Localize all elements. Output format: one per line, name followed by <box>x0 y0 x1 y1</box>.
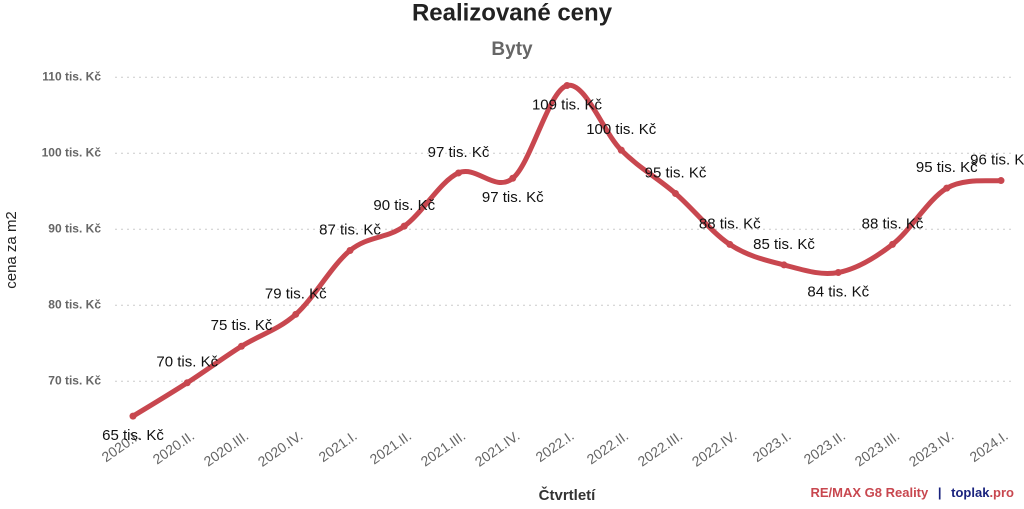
value-label: 87 tis. Kč <box>319 221 381 238</box>
value-label: 84 tis. Kč <box>807 283 869 300</box>
point <box>780 261 788 269</box>
value-label: 95 tis. Kč <box>645 164 707 181</box>
value-label: 90 tis. Kč <box>373 197 435 214</box>
value-label: 70 tis. Kč <box>156 354 218 371</box>
x-tick-label: 2023.III. <box>852 427 903 469</box>
point <box>129 412 137 420</box>
y-tick-label: 80 tis. Kč <box>48 297 101 311</box>
value-label: 100 tis. Kč <box>586 121 657 138</box>
value-label: 95 tis. Kč <box>916 159 978 176</box>
point <box>563 82 571 90</box>
value-label: 109 tis. Kč <box>532 97 603 114</box>
value-label: 88 tis. Kč <box>862 215 924 232</box>
value-label: 97 tis. Kč <box>428 144 490 161</box>
y-tick-label: 100 tis. Kč <box>42 145 102 159</box>
x-tick-label: 2024.I. <box>967 427 1011 465</box>
x-tick-label: 2020.III. <box>201 427 252 469</box>
value-label: 65 tis. Kč <box>102 427 164 444</box>
credit-separator: | <box>938 485 942 500</box>
x-tick-label: 2021.IV. <box>472 427 523 469</box>
x-tick-label: 2022.III. <box>635 427 686 469</box>
value-label: 85 tis. Kč <box>753 236 815 253</box>
x-tick-label: 2021.I. <box>316 427 360 465</box>
credit-brand: RE/MAX G8 Reality <box>810 485 929 500</box>
value-label: 75 tis. Kč <box>211 317 273 334</box>
point <box>943 184 951 192</box>
point <box>400 222 408 230</box>
x-tick-label: 2023.I. <box>750 427 794 465</box>
point <box>997 177 1005 185</box>
y-tick-label: 90 tis. Kč <box>48 221 101 235</box>
x-tick-label: 2023.IV. <box>906 427 957 469</box>
y-tick-label: 110 tis. Kč <box>42 69 101 83</box>
point <box>672 189 679 197</box>
point <box>889 240 896 248</box>
credit-site-tld: .pro <box>989 485 1014 500</box>
point <box>183 379 191 387</box>
point <box>617 146 625 154</box>
line <box>130 83 1004 419</box>
credits: RE/MAX G8 Reality | toplak.pro <box>810 485 1014 500</box>
chart-title: Realizované ceny <box>412 0 613 26</box>
point <box>238 342 245 350</box>
x-tick-label: 2022.I. <box>533 427 577 465</box>
value-label: 88 tis. Kč <box>699 215 761 232</box>
value-label: 96 tis. Kč <box>970 152 1024 169</box>
point <box>509 174 517 182</box>
x-tick-label: 2021.III. <box>418 427 469 469</box>
credit-site: toplak <box>951 485 990 500</box>
x-axis-title: Čtvrtletí <box>539 486 597 504</box>
value-label: 79 tis. Kč <box>265 285 327 302</box>
point <box>834 269 842 277</box>
point <box>346 246 354 254</box>
y-tick-label: 70 tis. Kč <box>48 373 101 387</box>
point <box>292 310 300 318</box>
value-label: 97 tis. Kč <box>482 189 544 206</box>
point <box>455 169 462 177</box>
chart-subtitle: Byty <box>491 39 533 60</box>
x-tick-label: 2022.IV. <box>689 427 740 469</box>
y-axis-title: cena za m2 <box>3 211 20 289</box>
point <box>726 240 734 248</box>
x-tick-label: 2023.II. <box>801 427 848 467</box>
x-tick-label: 2020.IV. <box>255 427 306 469</box>
x-tick-label: 2021.II. <box>367 427 414 467</box>
x-tick-label: 2022.II. <box>584 427 631 467</box>
